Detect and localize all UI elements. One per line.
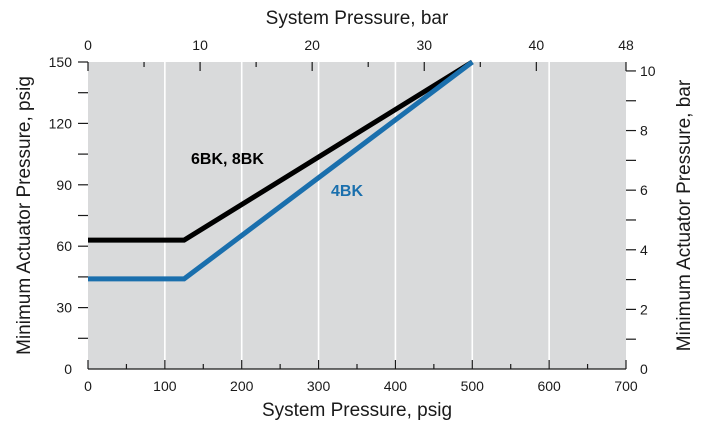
x-bottom-tick-label: 300 (307, 378, 331, 394)
y-left-tick-label: 60 (56, 238, 72, 254)
x-bottom-tick-label: 200 (230, 378, 254, 394)
series-label-4bk: 4BK (331, 183, 363, 200)
x-top-tick-label: 30 (416, 37, 432, 53)
x-bottom-tick-label: 400 (384, 378, 408, 394)
x-top-axis-title: System Pressure, bar (266, 8, 449, 29)
x-bottom-tick-label: 500 (461, 378, 485, 394)
y-left-axis-title: Minimum Actuator Pressure, psig (14, 76, 35, 355)
plot-area-background (88, 62, 626, 369)
y-left-tick-label: 0 (64, 361, 72, 377)
x-bottom-tick-label: 100 (153, 378, 177, 394)
y-right-tick-label: 4 (640, 242, 648, 258)
x-bottom-axis-title: System Pressure, psig (262, 400, 452, 421)
x-top-tick-label: 48 (618, 37, 634, 53)
y-right-axis-title: Minimum Actuator Pressure, bar (674, 79, 695, 351)
series-line-1 (88, 60, 474, 282)
y-right-tick-label: 6 (640, 182, 648, 198)
y-right-tick-label: 8 (640, 123, 648, 139)
series-line-0 (88, 59, 474, 243)
y-left-tick-label: 120 (49, 115, 73, 131)
grid-lines (164, 62, 550, 369)
x-top-tick-label: 0 (84, 37, 92, 53)
x-top-tick-label: 20 (304, 37, 320, 53)
y-right-tick-label: 2 (640, 301, 648, 317)
x-top-tick-label: 40 (529, 37, 545, 53)
y-right-tick-label: 10 (640, 63, 656, 79)
x-bottom-tick-label: 700 (614, 378, 638, 394)
x-top-tick-label: 10 (192, 37, 208, 53)
y-left-tick-label: 30 (56, 300, 72, 316)
x-bottom-tick-label: 600 (537, 378, 561, 394)
y-left-tick-label: 150 (49, 54, 73, 70)
x-bottom-tick-label: 0 (84, 378, 92, 394)
series-lines (88, 59, 474, 282)
y-right-tick-label: 0 (640, 361, 648, 377)
y-left-tick-label: 90 (56, 177, 72, 193)
series-label-6bk-8bk: 6BK, 8BK (191, 151, 264, 168)
